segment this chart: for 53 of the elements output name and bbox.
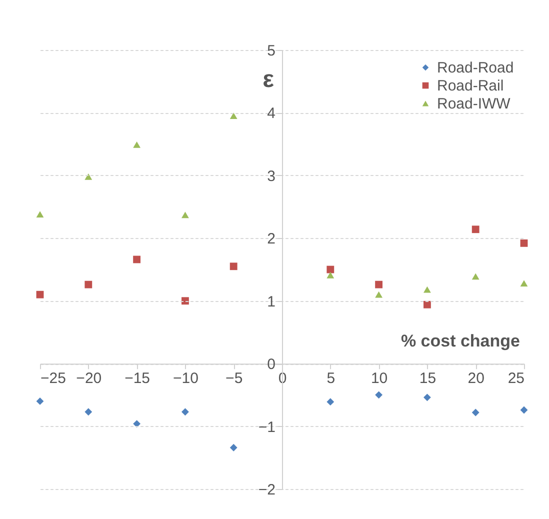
x-tick-label: −15 [124,370,150,388]
point [326,272,334,278]
point [472,226,480,234]
point [375,391,383,399]
y-tick-label: 3 [267,168,276,185]
point [181,212,189,218]
point [230,444,238,452]
point [36,290,44,298]
point [520,280,528,287]
x-tick-label: 5 [326,370,336,388]
x-tick-label: −25 [40,370,66,388]
point [84,280,92,288]
x-tick-label: 10 [370,370,388,388]
point [181,408,189,416]
y-tick-label: 0 [267,356,276,374]
point [472,273,480,280]
point [84,173,92,180]
point [326,266,334,274]
legend-label: Road-Rail [437,78,504,94]
y-tick-label: −2 [258,482,276,498]
point [230,262,238,270]
point [133,141,141,148]
point [133,256,141,264]
x-tick-label: 20 [468,370,484,388]
point [423,286,431,293]
legend-label: Road-Road [437,60,514,76]
x-axis-title: % cost change [400,332,520,351]
y-axis-title: ε [262,66,274,93]
y-tick-label: 5 [267,42,276,60]
point [472,408,480,416]
x-tick-label: −20 [76,370,102,388]
point [375,291,383,298]
y-tick-label: 2 [267,230,276,248]
point [181,297,189,305]
x-tick-label: −10 [172,370,198,388]
point [520,239,528,247]
point [133,420,141,428]
x-tick-label: 25 [508,370,524,388]
legend-label: Road-IWW [437,96,512,112]
point [375,280,383,288]
point [326,398,334,406]
y-tick-label: 4 [267,105,276,122]
point [230,112,238,120]
point [423,300,431,308]
point [84,408,92,416]
point [36,211,44,218]
point [36,397,44,405]
point [423,394,431,402]
x-tick-label: −5 [226,370,243,388]
y-tick-label: −1 [258,418,276,436]
y-tick-label: 1 [267,293,276,310]
x-tick-label: 15 [419,370,436,388]
point [520,406,528,414]
